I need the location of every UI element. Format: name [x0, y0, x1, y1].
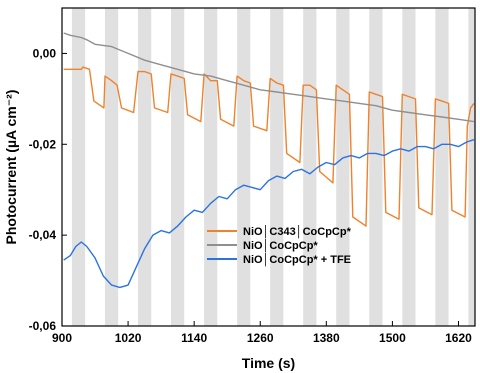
x-tick-labels: 900 1020 1140 1260 1380 1500 1620 — [52, 331, 472, 345]
legend: NiO│C343│CoCpCp*NiO│CoCpCp*NiO│CoCpCp* +… — [207, 224, 352, 267]
x-tick-label-5: 1500 — [379, 331, 406, 345]
light-band-1 — [104, 8, 119, 326]
y-tick-label-1: -0,04 — [29, 228, 57, 242]
y-tick-label-2: -0,02 — [29, 137, 57, 151]
light-band-2 — [137, 8, 152, 326]
x-tick-label-1: 1020 — [115, 331, 142, 345]
light-band-4 — [204, 8, 218, 326]
y-tick-label-0: -0,06 — [29, 319, 57, 333]
light-band-6 — [270, 8, 284, 326]
light-band-12 — [468, 8, 475, 326]
series-line-0 — [63, 66, 475, 227]
series-line-2 — [63, 139, 475, 289]
x-tick-label-4: 1380 — [313, 331, 340, 345]
light-band-10 — [402, 8, 416, 326]
x-axis-label: Time (s) — [242, 355, 295, 371]
plot-frame — [61, 7, 476, 327]
light-band-5 — [237, 8, 251, 326]
x-tick-label-6: 1620 — [445, 331, 472, 345]
light-band-3 — [171, 8, 185, 326]
x-tick-label-0: 900 — [52, 331, 72, 345]
legend-label-0: NiO│C343│CoCpCp* — [243, 224, 352, 239]
axis-ticks — [61, 52, 459, 327]
light-band-7 — [303, 8, 317, 326]
light-band-9 — [369, 8, 383, 326]
light-band-8 — [336, 8, 350, 326]
legend-label-1: NiO│CoCpCp* — [243, 238, 318, 253]
x-tick-label-2: 1140 — [181, 331, 207, 345]
y-axis-label: Photocurrent (µA cm⁻²) — [3, 90, 19, 245]
legend-label-2: NiO│CoCpCp* + TFE — [243, 252, 351, 267]
series-line-1 — [63, 32, 475, 123]
light-band-0 — [71, 8, 86, 326]
light-band-11 — [435, 8, 449, 326]
y-tick-label-3: 0,00 — [33, 46, 57, 60]
x-tick-label-3: 1260 — [247, 331, 274, 345]
y-tick-labels: -0,06 -0,04 -0,02 0,00 — [29, 46, 57, 333]
series-layer — [63, 32, 475, 289]
